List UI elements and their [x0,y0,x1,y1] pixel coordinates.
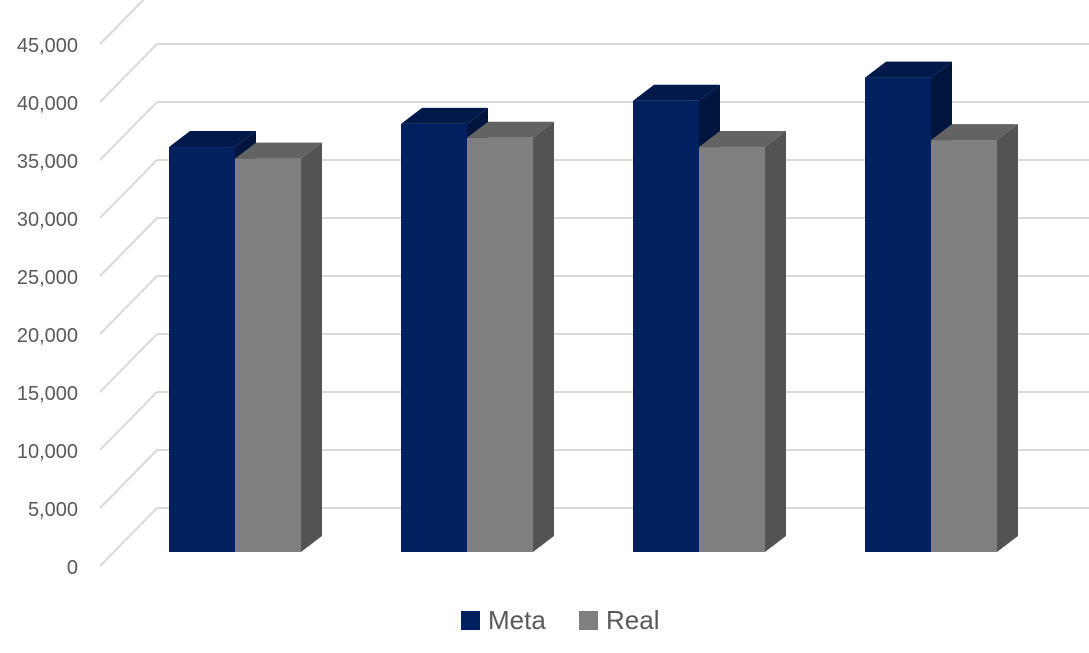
bar-side [765,131,786,553]
bar-side [997,124,1018,552]
legend: Meta Real [461,605,659,635]
gridline-diagonal [99,391,158,451]
gridline-diagonal [99,449,158,509]
legend-item-real: Real [579,605,659,635]
bar-top [235,142,322,159]
legend-swatch [579,611,598,630]
y-tick-label: 45,000 [17,35,78,57]
legend-item-meta: Meta [461,605,546,635]
y-tick-label: 20,000 [17,325,78,347]
bar-top [931,124,1018,141]
gridline-diagonal [99,333,158,393]
bar-top [633,84,720,101]
bar-front [633,100,699,553]
bar-side [533,121,554,552]
bar-front [699,147,765,553]
y-tick-label: 10,000 [17,441,78,463]
bar-top [401,107,488,124]
bar-front [931,140,997,552]
bar-top [699,131,786,148]
gridline-diagonal [99,275,158,335]
bar-top [865,61,952,78]
y-tick-label: 40,000 [17,93,78,115]
y-tick-label: 0 [67,557,78,579]
legend-label: Meta [488,605,546,635]
legend-swatch [461,611,480,630]
bar-top [467,121,554,138]
legend-label: Real [606,605,659,635]
bar-real [467,121,554,552]
y-axis-tick-labels: 0 5,000 10,000 15,000 20,000 25,000 30,000 35,0… [17,35,78,579]
bar-front [467,137,533,552]
y-tick-label: 35,000 [17,151,78,173]
gridline-diagonal [99,507,158,567]
gridline-diagonal [99,43,158,103]
bar-front [865,77,931,552]
bars [169,61,1018,553]
bar-side [301,142,322,552]
gridline-diagonal [99,101,158,161]
y-tick-label: 25,000 [17,267,78,289]
bar-top [169,131,256,148]
gridline-diagonal [99,159,158,219]
bar-front [235,158,301,552]
bar-real [235,142,322,552]
gridline-diagonal [99,217,158,277]
bar-front [169,147,235,553]
bar-real [931,124,1018,552]
y-tick-label: 15,000 [17,383,78,405]
gridline-diagonal [99,0,145,45]
bar-real [699,131,786,553]
y-tick-label: 5,000 [28,499,78,521]
bar-front [401,123,467,552]
y-tick-label: 30,000 [17,209,78,231]
